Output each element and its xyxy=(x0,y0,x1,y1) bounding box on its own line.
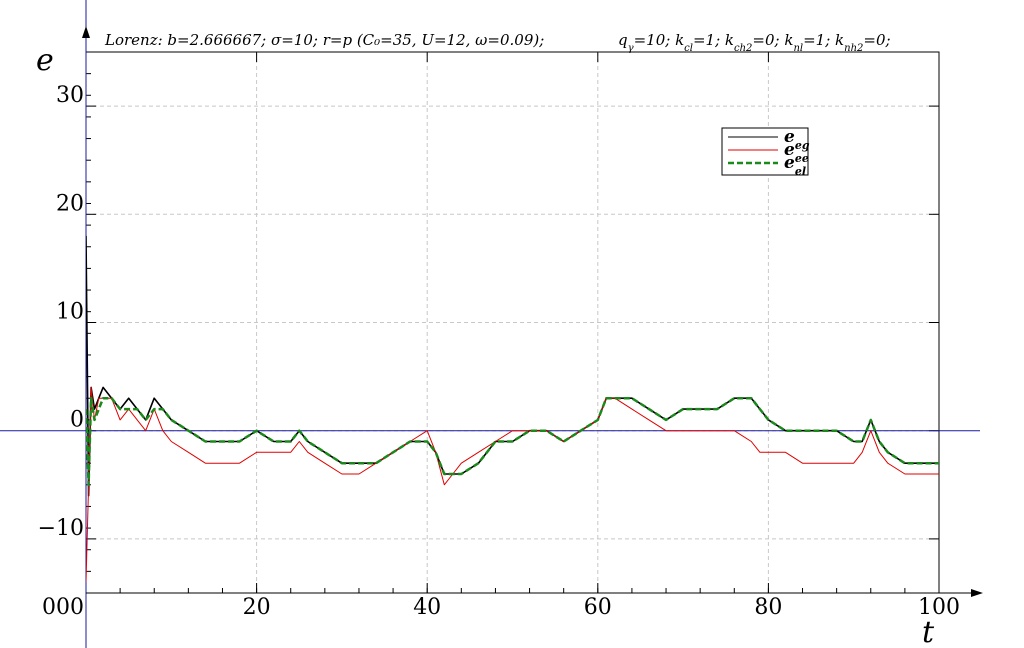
x-axis-label: t xyxy=(922,615,935,648)
x-tick-label: 80 xyxy=(754,595,782,620)
chart-title-right: qγ=10; kcl=1; kch2=0; knl=1; knh2=0; xyxy=(618,31,891,54)
y-tick-label: 20 xyxy=(56,191,84,216)
chart-title-left: Lorenz: b=2.666667; σ=10; r=p (C₀=35, U=… xyxy=(104,31,544,49)
y-axis-label: e xyxy=(36,43,54,78)
series-layer xyxy=(86,235,939,583)
legend-box xyxy=(721,127,809,176)
x-tick-label: 60 xyxy=(584,595,612,620)
y-axis-arrow xyxy=(82,26,90,38)
x-tick-label: 100 xyxy=(918,595,960,620)
legend-label: eee xyxy=(784,140,809,165)
y-tick-label: −10 xyxy=(38,516,84,541)
x-axis-arrow xyxy=(971,589,983,597)
y-tick-label: 0 xyxy=(70,408,84,433)
y-tick-labels: −10 0 10 20 30 xyxy=(38,83,84,541)
x-tick-label: 20 xyxy=(243,595,271,620)
origin-overlap-label: 000 xyxy=(42,595,84,620)
legend-label: eeg xyxy=(784,127,810,152)
y-tick-label: 10 xyxy=(56,300,84,325)
y-tick-label: 30 xyxy=(56,83,84,108)
x-tick-label: 40 xyxy=(413,595,441,620)
series-line-e-el xyxy=(86,396,939,487)
x-tick-labels: 20 40 60 80 100 xyxy=(243,595,960,620)
legend-label: eel xyxy=(784,153,806,178)
